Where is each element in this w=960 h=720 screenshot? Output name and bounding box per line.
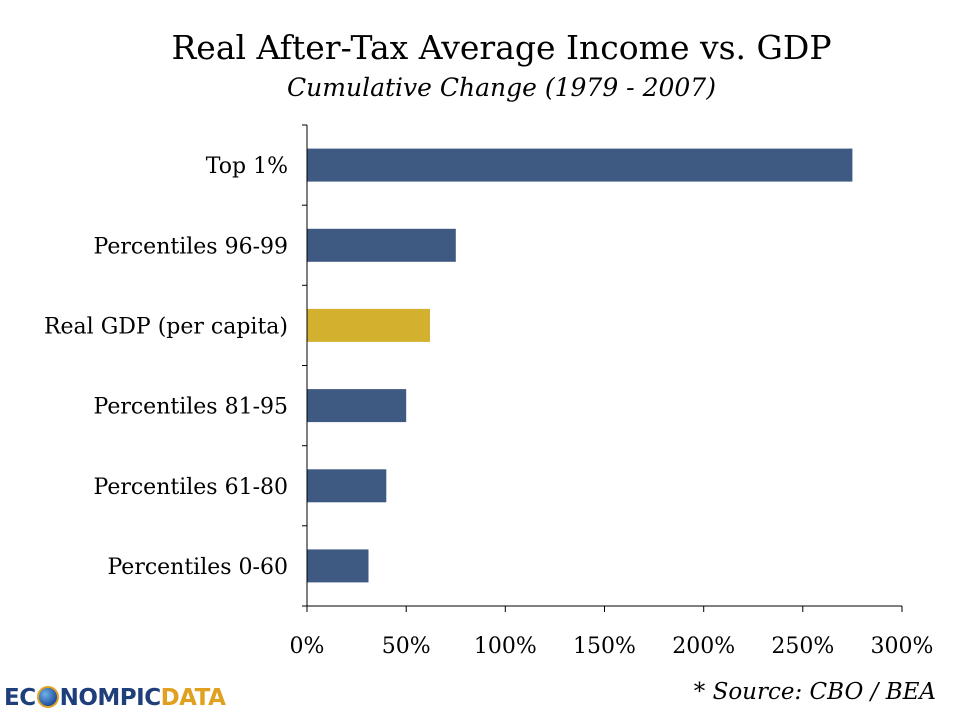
source-note: * Source: CBO / BEA (693, 679, 936, 705)
logo-text-ec: EC (4, 685, 36, 711)
category-label: Percentiles 61-80 (94, 475, 289, 500)
category-label: Percentiles 96-99 (94, 234, 289, 259)
economicdata-logo: EC NOMPICDATA (4, 683, 226, 713)
category-label: Percentiles 0-60 (107, 555, 288, 580)
bar-0 (307, 148, 853, 182)
bar-5 (307, 549, 369, 583)
chart-title: Real After-Tax Average Income vs. GDP (171, 28, 832, 67)
x-tick-label: 250% (771, 634, 834, 659)
bar-1 (307, 228, 456, 262)
x-tick-label: 50% (382, 634, 431, 659)
plot-area: Top 1% Percentiles 96-99 Real GDP (per cap… (44, 124, 934, 659)
bar-3 (307, 389, 407, 423)
x-tick-label: 200% (672, 634, 735, 659)
x-tick-label: 150% (573, 634, 636, 659)
category-label: Top 1% (206, 154, 288, 179)
category-label: Real GDP (per capita) (44, 314, 288, 339)
x-tick-label: 300% (871, 634, 934, 659)
logo-text-data: DATA (160, 685, 226, 711)
category-label: Percentiles 81-95 (94, 395, 289, 420)
bar-4 (307, 469, 387, 503)
chart-subtitle: Cumulative Change (1979 - 2007) (287, 73, 716, 102)
logo-text-nompic: NOMPIC (59, 685, 161, 711)
x-tick-label: 100% (474, 634, 537, 659)
bar-2 (307, 308, 430, 342)
x-tick-label: 0% (290, 634, 325, 659)
globe-icon (36, 686, 59, 708)
